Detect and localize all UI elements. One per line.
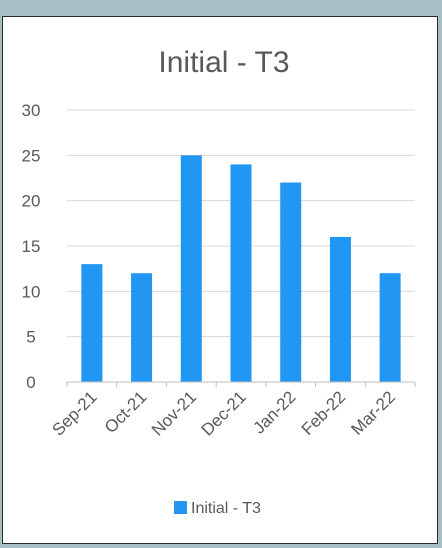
x-tick-label: Mar-22 xyxy=(347,387,399,439)
x-tick-label: Nov-21 xyxy=(148,387,200,439)
x-tick-label: Oct-21 xyxy=(101,387,151,437)
chart-title: Initial - T3 xyxy=(158,46,289,79)
bar-sep-21 xyxy=(81,264,103,382)
x-axis xyxy=(66,381,416,387)
y-tick-label: 20 xyxy=(22,192,41,211)
legend: Initial - T3 xyxy=(174,500,261,517)
bar-oct-21 xyxy=(131,273,153,382)
bar-mar-22 xyxy=(379,273,401,382)
bar-jan-22 xyxy=(280,182,302,382)
x-tick-label: Dec-21 xyxy=(198,387,250,439)
x-tick-label: Jan-22 xyxy=(249,387,299,437)
legend-label: Initial - T3 xyxy=(191,500,261,517)
y-tick-label: 5 xyxy=(26,328,35,347)
y-tick-label: 25 xyxy=(22,146,41,165)
chart-svg: Initial - T3 0 5 10 15 20 25 30 Sep-21 Oct-21No… xyxy=(22,46,416,517)
y-tick-label: 15 xyxy=(22,237,41,256)
x-tick-label: Feb-22 xyxy=(298,387,350,439)
legend-swatch xyxy=(174,501,187,514)
bars xyxy=(81,155,401,382)
y-tick-label: 30 xyxy=(22,101,41,120)
bar-feb-22 xyxy=(329,236,351,382)
x-tick-label: Sep-21 xyxy=(48,387,100,439)
bar-dec-21 xyxy=(230,164,252,382)
bar-nov-21 xyxy=(180,155,202,382)
y-tick-label: 0 xyxy=(26,373,35,392)
y-axis-tick-labels: 0 5 10 15 20 25 30 xyxy=(22,101,41,392)
chart-frame: Initial - T3 0 5 10 15 20 25 30 Sep-21 Oct-21 No… xyxy=(2,16,438,544)
y-tick-label: 10 xyxy=(22,282,41,301)
